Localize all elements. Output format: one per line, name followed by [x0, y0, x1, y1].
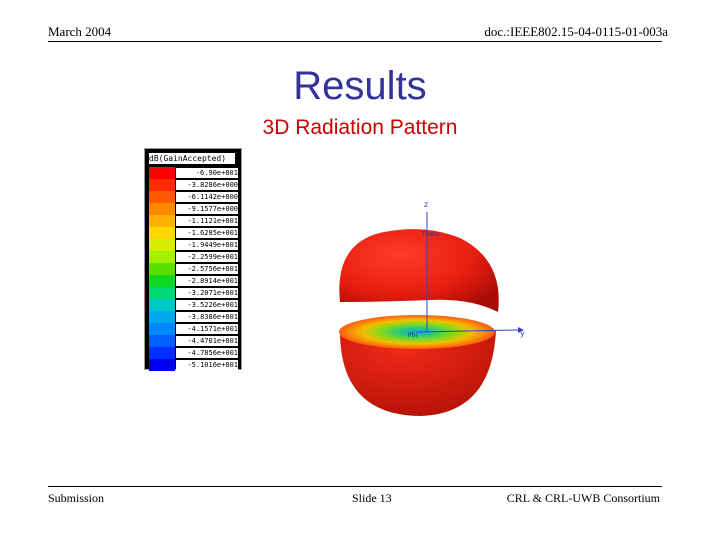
header-date: March 2004: [48, 24, 112, 39]
legend-swatch: [149, 335, 175, 347]
header-doc-id: doc.:IEEE802.15-04-0115-01-003a: [484, 24, 668, 39]
legend-swatch: [149, 203, 175, 215]
legend-value: -1.6285e+001: [176, 228, 238, 238]
legend-swatch: [149, 287, 175, 299]
slide-title: Results: [293, 64, 427, 108]
legend-swatch: [149, 359, 175, 371]
footer-rule: [48, 486, 662, 487]
legend-value: -4.7856e+001: [176, 348, 238, 358]
legend-swatch: [149, 251, 175, 263]
slide-subtitle: 3D Radiation Pattern: [262, 116, 458, 139]
legend-swatch: [149, 263, 175, 275]
upper-lobe: [339, 229, 499, 312]
legend-swatch: [149, 299, 175, 311]
z-axis-label: z: [424, 200, 428, 209]
legend-value: -9.1577e+000: [176, 204, 238, 214]
legend-swatch: [149, 323, 175, 335]
y-axis-label: y: [520, 329, 525, 338]
legend-value: -6.1142e+000: [176, 192, 238, 202]
legend-value: -1.9449e+001: [176, 240, 238, 250]
footer-right: CRL & CRL-UWB Consortium: [506, 491, 660, 505]
legend-swatch: [149, 239, 175, 251]
legend-value: -3.2071e+001: [176, 288, 238, 298]
legend-swatch: [149, 347, 175, 359]
legend-swatch: [149, 227, 175, 239]
legend-value: -6.90e+001: [176, 168, 238, 178]
legend-value: -2.8914e+001: [176, 276, 238, 286]
theta-label: Theta: [421, 231, 440, 238]
legend-swatch: [149, 311, 175, 323]
legend-swatch: [149, 215, 175, 227]
footer-slide-number: Slide 13: [352, 491, 392, 505]
legend-value: -3.5226e+001: [176, 300, 238, 310]
header-rule: [48, 41, 662, 42]
legend-swatch: [149, 191, 175, 203]
y-axis-line: [416, 329, 519, 333]
legend-value: -4.1571e+001: [176, 324, 238, 334]
legend-swatch: [149, 275, 175, 287]
color-scale-legend: dB(GainAccepted) -6.90e+001 -3.8286e+000 -…: [144, 148, 242, 371]
legend-value: -4.4701e+001: [176, 336, 238, 346]
legend-title: dB(GainAccepted): [149, 153, 235, 164]
phi-label: Phi: [408, 332, 417, 339]
legend-value: -2.2599e+001: [176, 252, 238, 262]
legend-value: -5.1016e+001: [176, 360, 238, 370]
legend-value: -3.8286e+000: [176, 180, 238, 190]
legend-value: -2.5756e+001: [176, 264, 238, 274]
y-axis-arrow: [518, 327, 524, 333]
legend-value: -1.1121e+001: [176, 216, 238, 226]
footer-left: Submission: [48, 491, 105, 505]
legend-value: -3.8386e+001: [176, 312, 238, 322]
radiation-pattern-3d: z Theta y Phi: [339, 200, 525, 416]
legend-swatch: [149, 179, 175, 191]
legend-swatch: [149, 167, 175, 179]
lower-lobe: [340, 330, 496, 416]
